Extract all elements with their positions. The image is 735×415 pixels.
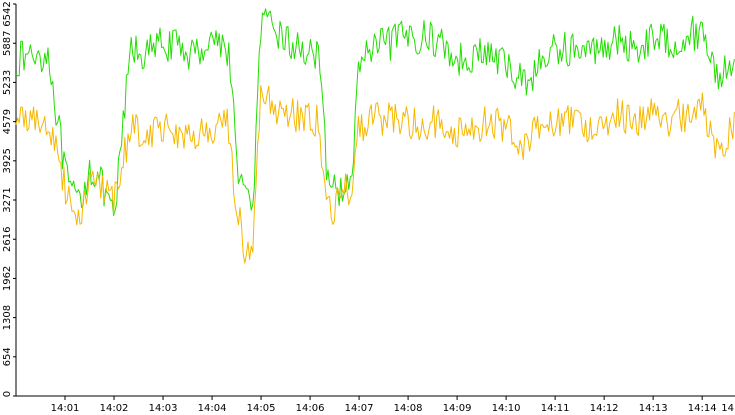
x-tick-label: 14:02	[100, 403, 129, 414]
series-line-1	[15, 8, 735, 216]
x-tick-label: 14:01	[51, 403, 80, 414]
y-tick-label: 5887	[2, 31, 13, 56]
y-tick-label: 3271	[2, 187, 13, 212]
x-tick-label: 14:13	[639, 403, 668, 414]
y-tick-label: 4579	[2, 109, 13, 134]
x-tick-label: 14:10	[492, 403, 521, 414]
x-tick-label: 14:03	[149, 403, 178, 414]
x-tick-label: 14:12	[590, 403, 619, 414]
x-tick-label: 14:05	[247, 403, 276, 414]
y-tick-label: 2616	[2, 227, 13, 252]
y-tick-label: 1308	[2, 305, 13, 330]
x-tick-label: 14:08	[394, 403, 423, 414]
y-tick-label: 3925	[2, 148, 13, 173]
y-tick-label: 654	[2, 347, 13, 366]
x-tick-label: 14:06	[296, 403, 325, 414]
x-tick-label: 14	[721, 403, 734, 414]
x-axis: 14:01 14:02 14:03 14:04 14:05 14:06 14:07 14:08…	[16, 395, 735, 414]
y-tick-label: 6542	[2, 1, 13, 26]
x-tick-label: 14:04	[198, 403, 227, 414]
x-tick-label: 14:07	[345, 403, 374, 414]
y-axis: 0 654 1308 1962 2616 3271 3925 4579 5233 5887 6542	[2, 1, 17, 397]
series-line-2	[15, 85, 735, 264]
y-tick-label: 1962	[2, 266, 13, 291]
x-tick-label: 14:09	[443, 403, 472, 414]
y-tick-label: 5233	[2, 70, 13, 95]
series-layer	[15, 8, 735, 264]
x-tick-label: 14:14	[688, 403, 717, 414]
x-tick-label: 14:11	[541, 403, 570, 414]
y-tick-label: 0	[2, 391, 13, 397]
